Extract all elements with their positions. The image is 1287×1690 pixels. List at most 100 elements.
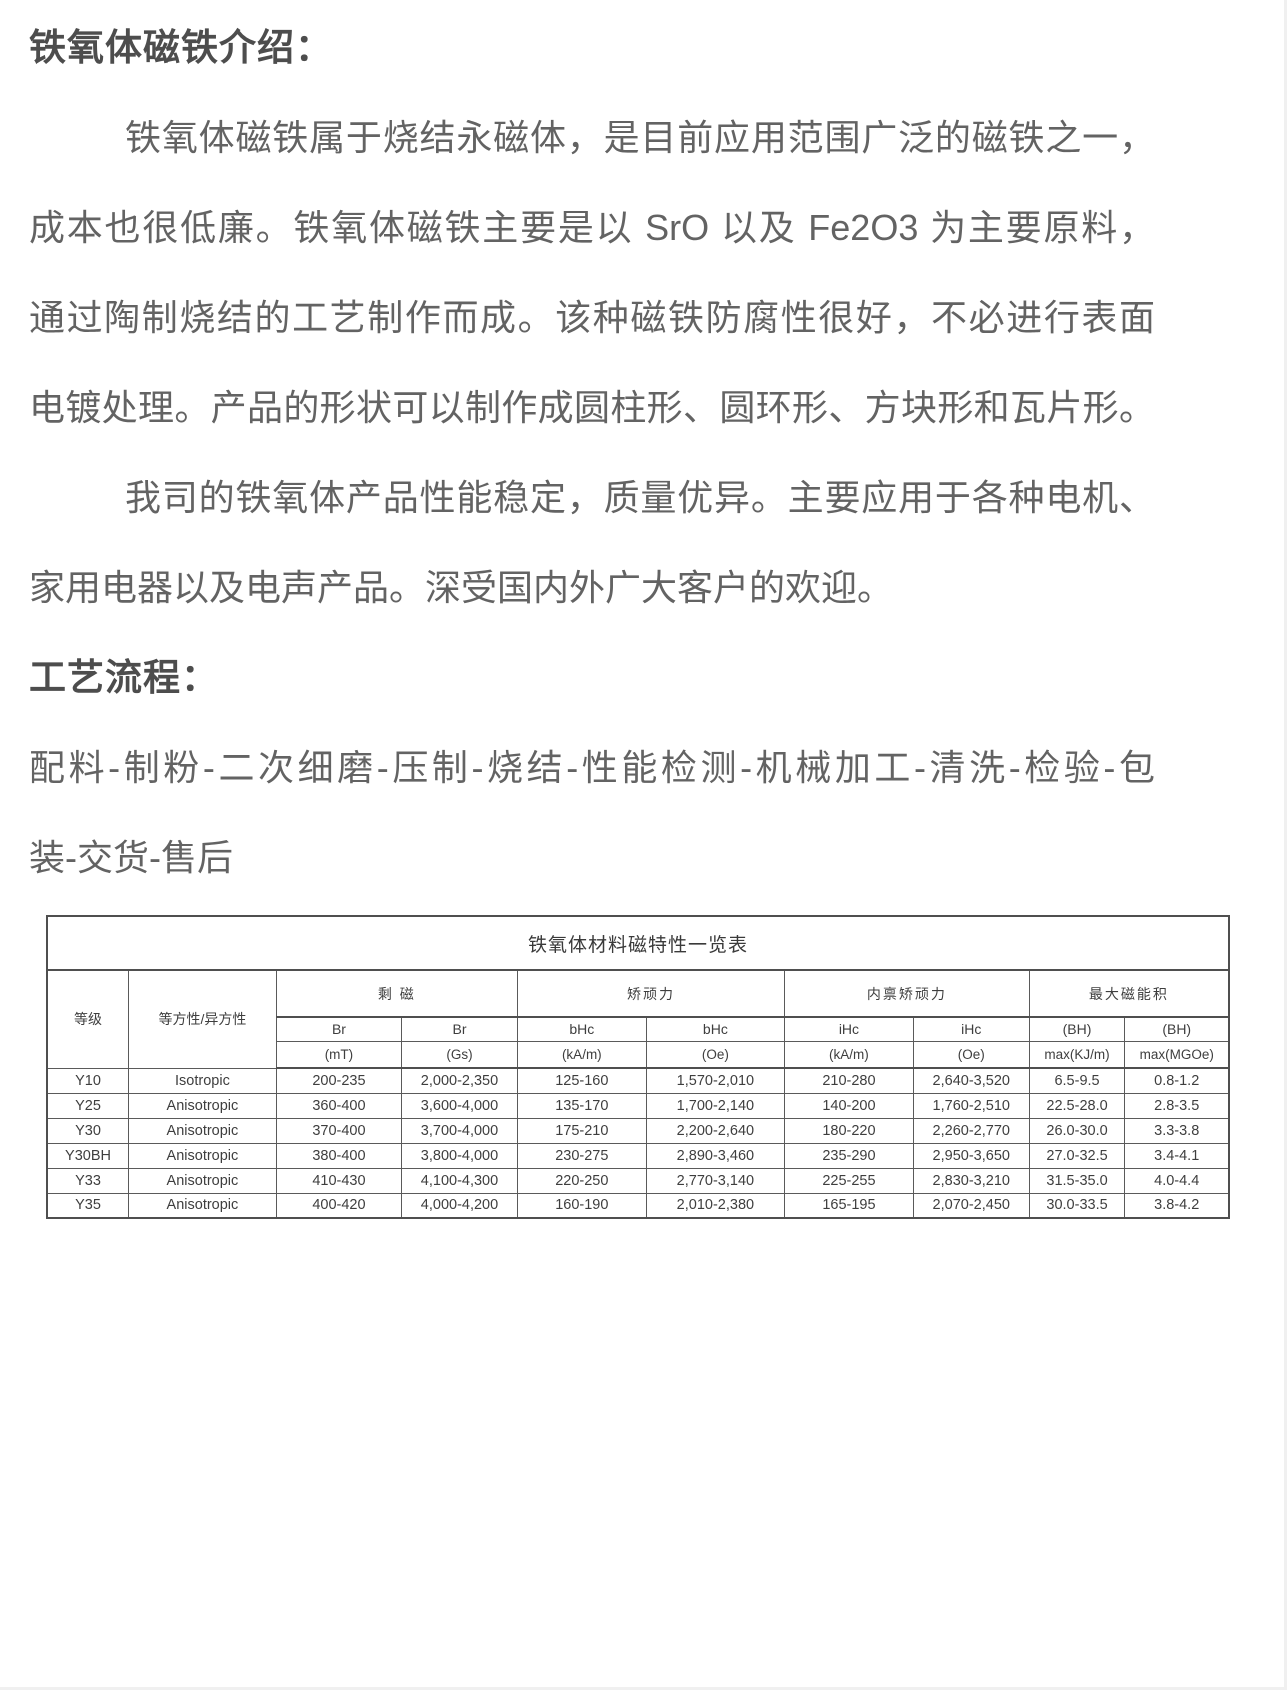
table-row: Y30BH Anisotropic 380-400 3,800-4,000 230-27… bbox=[46, 1142, 1230, 1169]
table-cell: 230-275 bbox=[516, 1142, 647, 1169]
ferrite-spec-table: 铁氧体材料磁特性一览表 等级 等方性/异方性 剩 磁 矫顽力 内禀矫顽力 最大磁… bbox=[46, 915, 1230, 1219]
table-row: Y35 Anisotropic 400-420 4,000-4,200 160-190 2… bbox=[46, 1192, 1230, 1219]
table-cell: 2,010-2,380 bbox=[645, 1192, 786, 1219]
table-cell: Y35 bbox=[46, 1192, 130, 1219]
table-cell: 2,770-3,140 bbox=[645, 1167, 786, 1194]
table-cell: 31.5-35.0 bbox=[1028, 1167, 1126, 1194]
column-unit: (Oe) bbox=[912, 1040, 1030, 1069]
table-cell: 220-250 bbox=[516, 1167, 647, 1194]
table-cell: 2,890-3,460 bbox=[645, 1142, 786, 1169]
table-row: Y30 Anisotropic 370-400 3,700-4,000 175-210 2… bbox=[46, 1117, 1230, 1144]
table-group-row: 等级 等方性/异方性 剩 磁 矫顽力 内禀矫顽力 最大磁能积 bbox=[46, 969, 1230, 1069]
table-title: 铁氧体材料磁特性一览表 bbox=[46, 915, 1230, 971]
column-unit: max(MGOe) bbox=[1124, 1040, 1230, 1069]
column-unit: (mT) bbox=[275, 1040, 403, 1069]
table-cell: 26.0-30.0 bbox=[1028, 1117, 1126, 1144]
table-cell: 360-400 bbox=[275, 1092, 403, 1119]
table-cell: 165-195 bbox=[784, 1192, 914, 1219]
table-cell: 1,760-2,510 bbox=[912, 1092, 1030, 1119]
table-header: 铁氧体材料磁特性一览表 等级 等方性/异方性 剩 磁 矫顽力 内禀矫顽力 最大磁… bbox=[46, 915, 1230, 1069]
process-heading: 工艺流程： bbox=[29, 657, 219, 698]
table-cell: 22.5-28.0 bbox=[1028, 1092, 1126, 1119]
table-cell: 3.8-4.2 bbox=[1124, 1192, 1230, 1219]
column-symbol: Br bbox=[401, 1016, 518, 1042]
table-cell: 4.0-4.4 bbox=[1124, 1167, 1230, 1194]
table-cell: Anisotropic bbox=[128, 1117, 277, 1144]
table-cell: 4,000-4,200 bbox=[401, 1192, 518, 1219]
table-cell: 3,700-4,000 bbox=[401, 1117, 518, 1144]
table-cell: 30.0-33.5 bbox=[1028, 1192, 1126, 1219]
table-cell: 2,950-3,650 bbox=[912, 1142, 1030, 1169]
column-unit: (Oe) bbox=[645, 1040, 786, 1069]
column-header-isotropy: 等方性/异方性 bbox=[128, 969, 277, 1069]
table-cell: 2.8-3.5 bbox=[1124, 1092, 1230, 1119]
table-cell: 2,830-3,210 bbox=[912, 1167, 1030, 1194]
intro-heading: 铁氧体磁铁介绍： bbox=[29, 27, 333, 68]
table-cell: 160-190 bbox=[516, 1192, 647, 1219]
group-header-coercivity: 矫顽力 bbox=[516, 969, 786, 1018]
document-body: 铁氧体磁铁介绍： 铁氧体磁铁属于烧结永磁体，是目前应用范围广泛的磁铁之一， 成本… bbox=[0, 0, 1155, 903]
table-cell: 2,200-2,640 bbox=[645, 1117, 786, 1144]
table-cell: Anisotropic bbox=[128, 1092, 277, 1119]
column-symbol: iHc bbox=[784, 1016, 914, 1042]
table-cell: Isotropic bbox=[128, 1067, 277, 1094]
table-cell: Anisotropic bbox=[128, 1167, 277, 1194]
table-cell: 225-255 bbox=[784, 1167, 914, 1194]
column-unit: max(KJ/m) bbox=[1028, 1040, 1126, 1069]
table-cell: 175-210 bbox=[516, 1117, 647, 1144]
table-cell: 2,260-2,770 bbox=[912, 1117, 1030, 1144]
intro-line-6: 家用电器以及电声产品。深受国内外广大客户的欢迎。 bbox=[29, 567, 894, 608]
group-header-intrinsic-coercivity: 内禀矫顽力 bbox=[784, 969, 1030, 1018]
intro-line-1: 铁氧体磁铁属于烧结永磁体，是目前应用范围广泛的磁铁之一， bbox=[125, 117, 1155, 158]
table-cell: 1,700-2,140 bbox=[645, 1092, 786, 1119]
table-cell: 4,100-4,300 bbox=[401, 1167, 518, 1194]
table-cell: 6.5-9.5 bbox=[1028, 1067, 1126, 1094]
column-symbol: (BH) bbox=[1124, 1016, 1230, 1042]
table-cell: 2,070-2,450 bbox=[912, 1192, 1030, 1219]
table-cell: Y30 bbox=[46, 1117, 130, 1144]
table-cell: 235-290 bbox=[784, 1142, 914, 1169]
table-cell: Y25 bbox=[46, 1092, 130, 1119]
table-unit-row: (mT) (Gs) (kA/m) (Oe) (kA/m) (Oe) max(KJ… bbox=[47, 1040, 1230, 1069]
table-symbol-row: Br Br bHc bHc iHc iHc (BH) (BH) bbox=[47, 1016, 1230, 1042]
table-cell: Y10 bbox=[46, 1067, 130, 1094]
process-line-2: 装-交货-售后 bbox=[29, 837, 233, 878]
table-row: Y10 Isotropic 200-235 2,000-2,350 125-160 1,5… bbox=[46, 1067, 1230, 1094]
table-cell: Anisotropic bbox=[128, 1142, 277, 1169]
intro-line-5: 我司的铁氧体产品性能稳定，质量优异。主要应用于各种电机、 bbox=[125, 477, 1155, 518]
intro-line-3: 通过陶制烧结的工艺制作而成。该种磁铁防腐性很好，不必进行表面 bbox=[29, 297, 1155, 338]
column-header-grade: 等级 bbox=[46, 969, 130, 1069]
column-symbol: (BH) bbox=[1028, 1016, 1126, 1042]
table-cell: 180-220 bbox=[784, 1117, 914, 1144]
column-symbol: Br bbox=[275, 1016, 403, 1042]
table-cell: 2,640-3,520 bbox=[912, 1067, 1030, 1094]
table-cell: 400-420 bbox=[275, 1192, 403, 1219]
table-cell: 27.0-32.5 bbox=[1028, 1142, 1126, 1169]
column-unit: (Gs) bbox=[401, 1040, 518, 1069]
table-cell: Anisotropic bbox=[128, 1192, 277, 1219]
intro-line-2: 成本也很低廉。铁氧体磁铁主要是以 SrO 以及 Fe2O3 为主要原料， bbox=[29, 207, 1155, 248]
group-header-max-energy-product: 最大磁能积 bbox=[1028, 969, 1230, 1018]
table-body: Y10 Isotropic 200-235 2,000-2,350 125-160 1,5… bbox=[46, 1067, 1230, 1219]
group-header-remanence: 剩 磁 bbox=[275, 969, 518, 1018]
table-cell: 0.8-1.2 bbox=[1124, 1067, 1230, 1094]
table-cell: Y30BH bbox=[46, 1142, 130, 1169]
table-cell: Y33 bbox=[46, 1167, 130, 1194]
table-cell: 135-170 bbox=[516, 1092, 647, 1119]
table-cell: 380-400 bbox=[275, 1142, 403, 1169]
table-cell: 140-200 bbox=[784, 1092, 914, 1119]
table-cell: 1,570-2,010 bbox=[645, 1067, 786, 1094]
column-unit: (kA/m) bbox=[784, 1040, 914, 1069]
table-row: Y33 Anisotropic 410-430 4,100-4,300 220-250 2… bbox=[46, 1167, 1230, 1194]
table-cell: 210-280 bbox=[784, 1067, 914, 1094]
table-title-row: 铁氧体材料磁特性一览表 bbox=[46, 915, 1230, 971]
table-cell: 2,000-2,350 bbox=[401, 1067, 518, 1094]
table-cell: 3.3-3.8 bbox=[1124, 1117, 1230, 1144]
table-cell: 370-400 bbox=[275, 1117, 403, 1144]
column-symbol: iHc bbox=[912, 1016, 1030, 1042]
column-unit: (kA/m) bbox=[516, 1040, 647, 1069]
table-row: Y25 Anisotropic 360-400 3,600-4,000 135-170 1… bbox=[46, 1092, 1230, 1119]
table-cell: 125-160 bbox=[516, 1067, 647, 1094]
column-symbol: bHc bbox=[516, 1016, 647, 1042]
